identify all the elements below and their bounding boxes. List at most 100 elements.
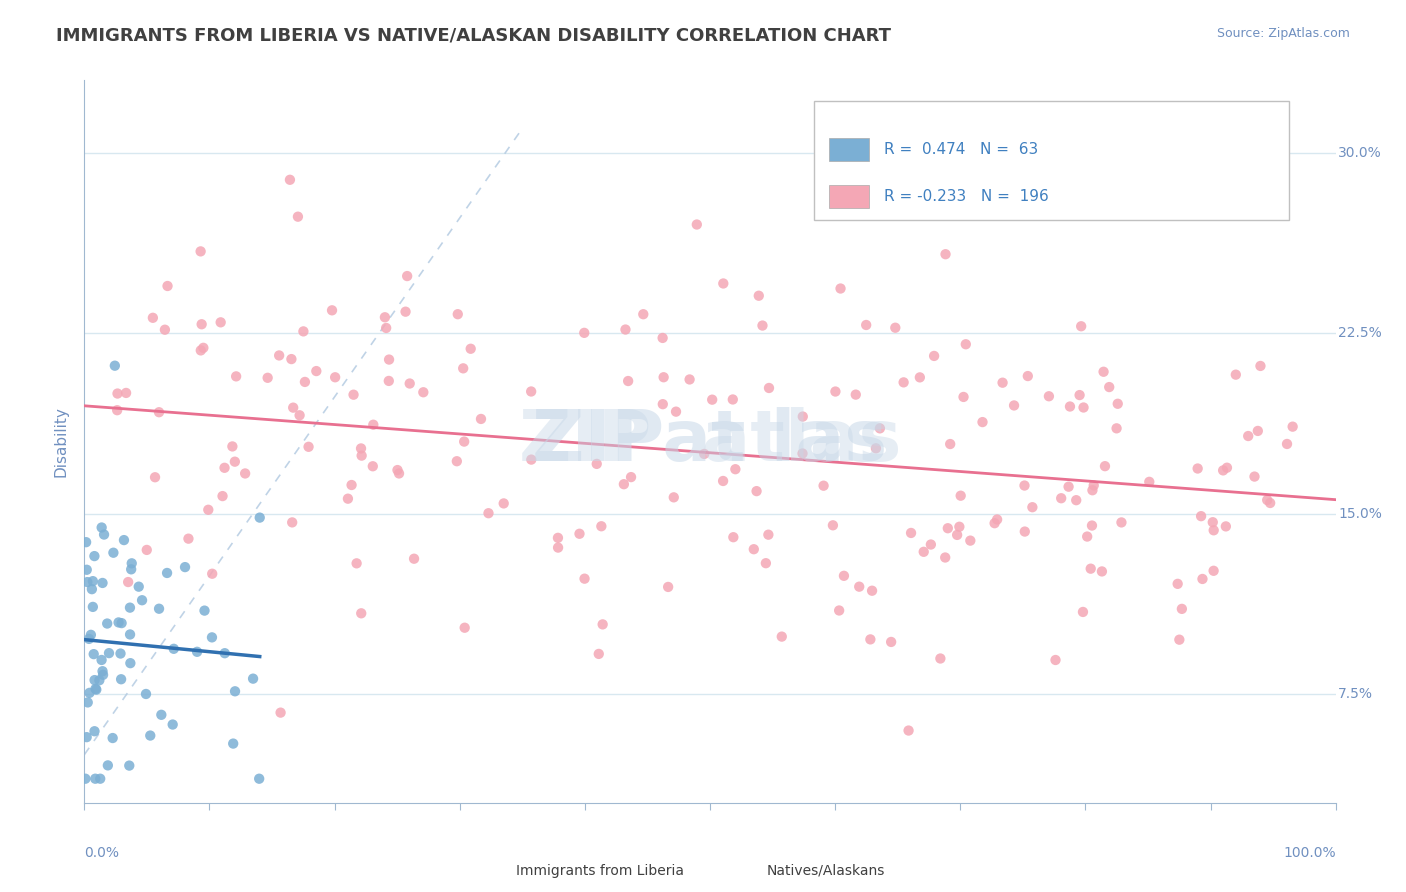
Point — [233, 467, 256, 481]
Point — [1076, 530, 1098, 544]
Point — [959, 533, 981, 548]
Point — [378, 352, 401, 367]
Point — [90, 653, 112, 667]
Point — [117, 575, 139, 590]
Point — [865, 442, 887, 456]
Point — [76, 730, 98, 744]
Point — [983, 516, 1005, 531]
Point — [547, 541, 569, 555]
Point — [340, 478, 363, 492]
Point — [1014, 524, 1036, 539]
Point — [83, 647, 105, 661]
Point — [96, 616, 118, 631]
Point — [80, 628, 103, 642]
Point — [84, 772, 107, 786]
Point — [135, 543, 157, 558]
Point — [453, 434, 475, 449]
Point — [934, 247, 956, 261]
Point — [946, 528, 969, 542]
Point — [75, 535, 97, 549]
Point — [721, 392, 744, 407]
Point — [1083, 478, 1105, 492]
Point — [153, 323, 176, 337]
Point — [190, 343, 212, 358]
Point — [821, 518, 844, 533]
Point — [845, 387, 868, 401]
Point — [148, 405, 170, 419]
Point — [150, 707, 173, 722]
Point — [323, 370, 346, 384]
Point — [1098, 380, 1121, 394]
Point — [652, 370, 675, 384]
Point — [880, 635, 903, 649]
Point — [131, 593, 153, 607]
Point — [756, 527, 779, 541]
Point — [110, 647, 132, 661]
Point — [742, 542, 765, 557]
Point — [201, 566, 224, 581]
Point — [321, 303, 343, 318]
Point — [920, 537, 942, 551]
Point — [860, 583, 883, 598]
Point — [225, 369, 247, 384]
Point — [1111, 516, 1133, 530]
Point — [1215, 519, 1237, 533]
Point — [1137, 475, 1160, 489]
Point — [224, 684, 246, 698]
Point — [520, 452, 543, 467]
Point — [446, 454, 468, 468]
Point — [83, 724, 105, 739]
Point — [613, 477, 636, 491]
Point — [547, 531, 569, 545]
Point — [869, 421, 891, 435]
Point — [139, 729, 162, 743]
Point — [278, 173, 301, 187]
Point — [1050, 491, 1073, 506]
Point — [222, 737, 245, 751]
Point — [1038, 389, 1060, 403]
Text: IMMIGRANTS FROM LIBERIA VS NATIVE/ALASKAN DISABILITY CORRELATION CHART: IMMIGRANTS FROM LIBERIA VS NATIVE/ALASKA… — [56, 27, 891, 45]
Point — [745, 484, 768, 499]
Point — [107, 615, 129, 630]
Point — [477, 506, 499, 520]
Point — [89, 673, 111, 688]
Point — [148, 601, 170, 615]
FancyBboxPatch shape — [735, 863, 762, 879]
Point — [76, 695, 98, 709]
Point — [91, 668, 114, 682]
Point — [1168, 632, 1191, 647]
Point — [651, 331, 673, 345]
Point — [190, 318, 212, 332]
Point — [104, 359, 127, 373]
Point — [350, 607, 373, 621]
Point — [662, 491, 685, 505]
Point — [574, 326, 596, 340]
Point — [120, 656, 142, 670]
Point — [617, 374, 640, 388]
Point — [242, 672, 264, 686]
Point — [770, 630, 793, 644]
Point — [115, 386, 138, 401]
Point — [724, 462, 747, 476]
Point — [280, 352, 302, 367]
Point — [588, 647, 610, 661]
Point — [221, 439, 243, 453]
Point — [939, 437, 962, 451]
Point — [350, 449, 373, 463]
Point — [1256, 493, 1278, 508]
Point — [1202, 523, 1225, 537]
Point — [934, 550, 956, 565]
Point — [281, 516, 304, 530]
Point — [1202, 564, 1225, 578]
Point — [855, 318, 877, 332]
Point — [398, 376, 420, 391]
Point — [492, 496, 515, 510]
Point — [912, 545, 935, 559]
Point — [336, 491, 359, 506]
Point — [89, 772, 111, 786]
Point — [657, 580, 679, 594]
Point — [574, 572, 596, 586]
Point — [1014, 478, 1036, 492]
Point — [585, 457, 607, 471]
Point — [591, 519, 613, 533]
